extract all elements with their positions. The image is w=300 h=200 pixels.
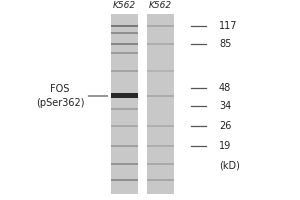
Bar (111, 163, 138, 165)
Bar (147, 25, 174, 27)
Bar (147, 145, 174, 147)
Text: 19: 19 (219, 141, 231, 151)
Bar (111, 14, 138, 194)
Bar (111, 25, 138, 27)
Bar (111, 108, 138, 110)
Bar (111, 179, 138, 181)
Bar (147, 163, 174, 165)
Text: FOS: FOS (50, 84, 70, 94)
Text: K562: K562 (149, 1, 172, 10)
Bar (111, 43, 138, 45)
Bar (147, 70, 174, 72)
Text: 26: 26 (219, 121, 231, 131)
Text: (pSer362): (pSer362) (36, 98, 84, 108)
Bar (147, 179, 174, 181)
Text: 48: 48 (219, 83, 231, 93)
Text: 34: 34 (219, 101, 231, 111)
Text: 85: 85 (219, 39, 231, 49)
Text: K562: K562 (113, 1, 136, 10)
Bar (111, 32, 138, 34)
Text: 117: 117 (219, 21, 238, 31)
Text: (kD): (kD) (219, 161, 240, 171)
Bar (147, 14, 174, 194)
Bar (111, 125, 138, 127)
Bar (111, 52, 138, 54)
Bar (111, 93, 138, 98)
Bar (147, 95, 174, 97)
Bar (147, 43, 174, 45)
Bar (111, 70, 138, 72)
Bar (147, 125, 174, 127)
Bar (111, 145, 138, 147)
